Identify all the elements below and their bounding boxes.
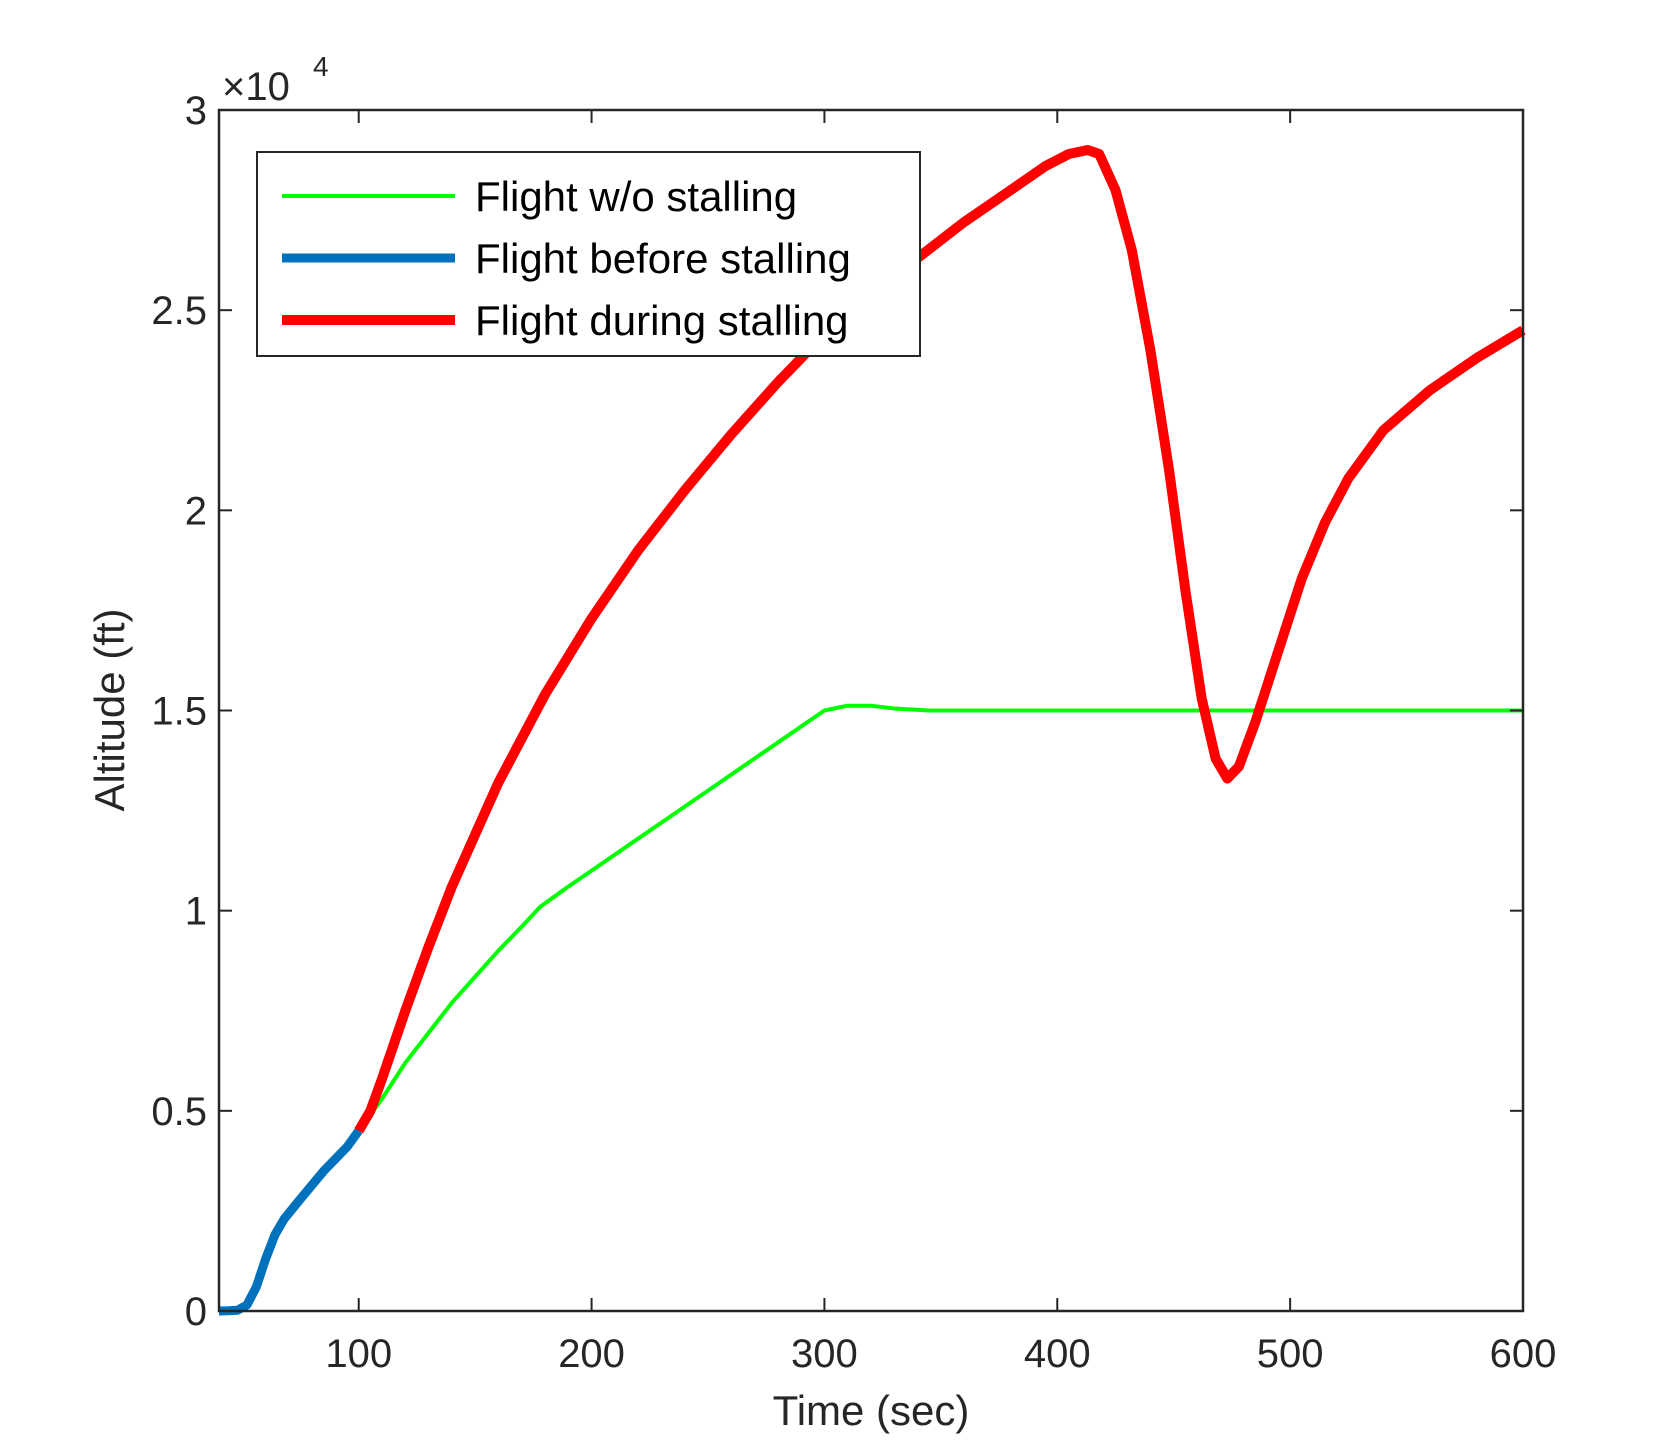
x-tick-label: 200 (558, 1332, 625, 1376)
legend-label-2: Flight before stalling (475, 235, 851, 282)
x-tick-label: 400 (1024, 1332, 1091, 1376)
ticks-layer: 100 200 300 400 500 600 0 0.5 1 1.5 2 2.5 3 (151, 89, 1556, 1376)
y-tick-label: 1 (185, 890, 207, 934)
y-tick-label: 0 (185, 1290, 207, 1334)
x-tick-label: 500 (1257, 1332, 1324, 1376)
y-tick-label: 2.5 (151, 289, 207, 333)
x-tick-label: 100 (325, 1332, 392, 1376)
x-tick-label: 300 (791, 1332, 858, 1376)
y-multiplier-exponent: 4 (313, 51, 329, 82)
y-tick-label: 0.5 (151, 1090, 207, 1134)
y-tick-label: 1.5 (151, 690, 207, 734)
y-multiplier-base: ×10 (222, 65, 290, 109)
series-line-3 (354, 145, 1526, 1134)
y-tick-label: 2 (185, 489, 207, 533)
legend-items: Flight w/o stalling Flight before stallin… (282, 173, 851, 344)
y-multiplier: ×10 4 (222, 51, 329, 109)
y-axis-label: Altitude (ft) (86, 608, 133, 811)
x-tick-label: 600 (1490, 1332, 1557, 1376)
x-axis-label: Time (sec) (773, 1387, 970, 1434)
legend: Flight w/o stalling Flight before stallin… (256, 151, 921, 357)
legend-label-1: Flight w/o stalling (475, 173, 797, 220)
legend-label-3: Flight during stalling (475, 297, 849, 344)
y-tick-label: 3 (185, 89, 207, 133)
